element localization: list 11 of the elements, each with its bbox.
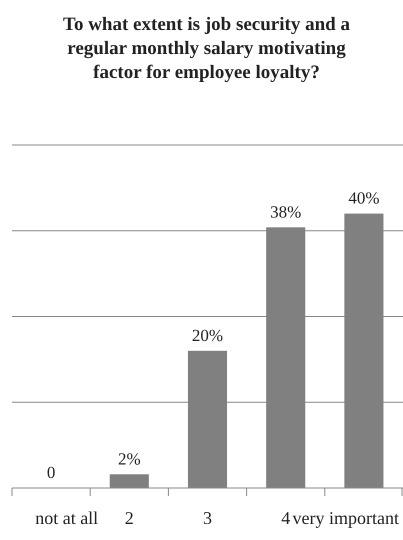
x-tick-label: very important [292, 508, 399, 528]
data-label: 38% [270, 202, 302, 222]
data-label: 0 [46, 463, 56, 482]
x-tick-label: 3 [203, 508, 212, 528]
x-tick-label: 2 [124, 508, 134, 528]
chart-title: To what extent is job security and a regular monthly salary motivating factor for employee loyalty? [63, 14, 350, 83]
data-label: 40% [348, 188, 380, 208]
data-label: 2% [118, 449, 141, 468]
data-label: 20% [192, 326, 224, 345]
x-tick-label: not at all [35, 508, 98, 528]
x-tick-label: 4 [281, 508, 290, 528]
